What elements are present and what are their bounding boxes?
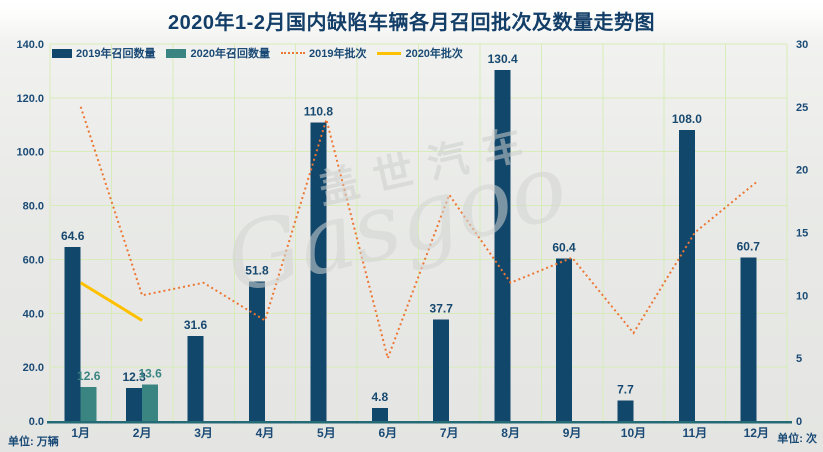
bar-2019-9月: [556, 258, 573, 421]
legend-swatch-2019-line: [280, 52, 305, 54]
bar-label-2019: 7.7: [617, 382, 634, 396]
legend: 2019年召回数量 2020年召回数量 2019年批次 2020年批次: [52, 45, 463, 61]
right-axis-tick: 30: [796, 39, 808, 51]
x-axis-tick: 5月: [317, 426, 336, 440]
x-axis-tick: 10月: [621, 426, 646, 440]
bar-label-2019: 64.6: [61, 229, 85, 243]
bar-2019-7月: [433, 319, 450, 421]
left-axis-tick: 20.0: [23, 362, 44, 374]
x-axis-tick: 8月: [501, 426, 520, 440]
x-axis-tick: 9月: [563, 426, 582, 440]
right-axis-tick: 25: [796, 102, 808, 114]
line-2019-batches: [79, 106, 757, 362]
right-axis-tick: 15: [796, 228, 808, 240]
legend-item-2020-recalls: 2020年召回数量: [166, 45, 270, 61]
left-axis-unit: 单位: 万辆: [8, 436, 59, 448]
bar-2019-3月: [187, 335, 204, 421]
right-axis-tick: 20: [796, 165, 808, 177]
bar-2020-1月: [80, 387, 97, 421]
legend-swatch-2020-line: [377, 51, 402, 55]
right-axis-unit: 单位: 次: [777, 433, 817, 445]
x-axis-tick: 1月: [71, 426, 90, 440]
bar-2019-8月: [494, 69, 511, 421]
left-axis-tick: 0.0: [29, 416, 44, 428]
legend-swatch-2019-bars: [52, 48, 72, 58]
bar-2019-1月: [64, 247, 81, 421]
x-axis-tick: 12月: [744, 426, 769, 440]
legend-label: 2020年批次: [405, 48, 463, 60]
left-axis-tick: 120.0: [16, 93, 44, 105]
left-axis-tick: 80.0: [23, 201, 44, 213]
bar-label-2020: 13.6: [138, 366, 162, 380]
bar-label-2019: 4.8: [371, 390, 388, 404]
legend-item-2020-batches: 2020年批次: [377, 45, 463, 61]
x-axis-tick: 2月: [133, 426, 152, 440]
bar-2019-12月: [740, 257, 757, 421]
bar-label-2019: 31.6: [184, 318, 208, 332]
bar-label-2019: 130.4: [488, 52, 518, 66]
bar-2019-2月: [126, 387, 143, 421]
x-axis-tick: 6月: [378, 426, 397, 440]
legend-label: 2019年批次: [308, 48, 367, 60]
x-axis-tick: 7月: [440, 426, 459, 440]
right-axis-tick: 0: [796, 416, 802, 428]
right-axis-tick: 10: [796, 290, 808, 302]
bar-label-2019: 110.8: [304, 105, 334, 119]
left-axis-tick: 40.0: [23, 308, 44, 320]
bar-label-2020: 12.6: [77, 369, 101, 383]
legend-item-2019-batches: 2019年批次: [280, 45, 367, 61]
right-axis-tick: 5: [796, 353, 802, 365]
chart-title: 2020年1-2月国内缺陷车辆各月召回批次及数量走势图: [168, 12, 655, 34]
bar-2019-10月: [617, 400, 634, 421]
bar-2019-6月: [371, 408, 388, 421]
legend-label: 2019年召回数量: [76, 48, 156, 60]
legend-item-2019-recalls: 2019年召回数量: [52, 45, 155, 61]
left-axis-tick: 140.0: [16, 39, 44, 51]
bar-2019-5月: [310, 122, 327, 421]
legend-swatch-2020-bars: [166, 48, 187, 58]
bar-2019-4月: [248, 281, 265, 421]
bar-2020-2月: [142, 384, 159, 421]
bar-label-2019: 60.4: [552, 240, 576, 254]
bar-label-2019: 51.8: [245, 264, 269, 278]
legend-label: 2020年召回数量: [190, 48, 270, 60]
x-axis-tick: 11月: [683, 426, 708, 440]
x-axis-tick: 4月: [256, 426, 275, 440]
bar-label-2019: 60.7: [737, 240, 761, 254]
bar-2019-11月: [678, 130, 695, 421]
line-2020-batches: [79, 281, 143, 322]
bar-label-2019: 12.3: [122, 370, 146, 384]
left-axis-tick: 60.0: [23, 254, 44, 266]
bar-label-2019: 108.0: [672, 112, 702, 126]
bar-label-2019: 37.7: [430, 301, 454, 315]
left-axis-tick: 100.0: [16, 147, 44, 159]
x-axis-tick: 3月: [194, 426, 213, 440]
